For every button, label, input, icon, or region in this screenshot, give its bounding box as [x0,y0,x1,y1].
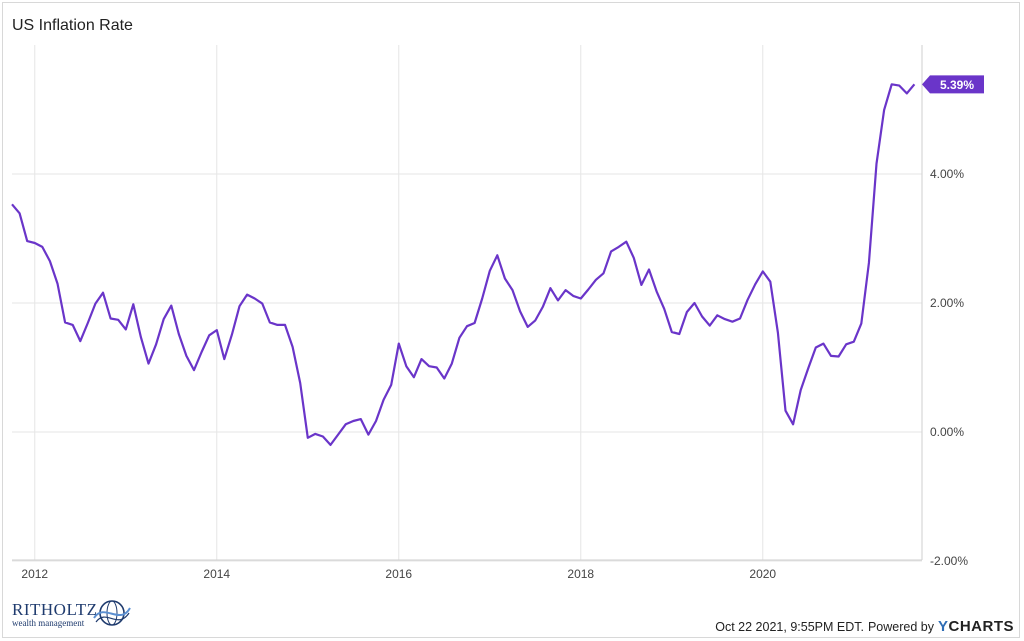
globe-swirl-icon [93,600,131,626]
axes [12,45,923,561]
footer-credit: Oct 22 2021, 9:55PM EDT. Powered by YCHA… [715,618,1014,635]
last-value-label: 5.39% [940,78,974,92]
ycharts-logo-text: CHARTS [948,618,1014,635]
ritholtz-logo: RITHOLTZ wealth management [12,600,131,628]
timestamp: Oct 22 2021, 9:55PM EDT. [715,619,864,634]
y-tick-label: -2.00% [930,554,968,568]
logo-name: RITHOLTZ [12,600,98,619]
logo-subtitle: wealth management [12,618,85,628]
x-tick-label: 2016 [385,567,412,581]
series-line [11,83,916,446]
last-value-badge-shape [922,75,984,94]
y-tick-label: 0.00% [930,425,964,439]
y-tick-label: 4.00% [930,167,964,181]
x-tick-label: 2018 [567,567,594,581]
x-tick-label: 2012 [21,567,48,581]
series-group [11,83,916,446]
gridlines [12,45,922,562]
y-tick-label: 2.00% [930,296,964,310]
x-tick-label: 2014 [203,567,230,581]
powered-by-label: Powered by [867,619,934,634]
x-tick-label: 2020 [749,567,776,581]
chart-title: US Inflation Rate [12,17,133,34]
tick-labels: -2.00% 0.00% 2.00% 4.00% 2012 2014 2016 2018 202… [21,167,968,581]
ycharts-logo-y: Y [937,618,949,635]
ycharts-logo: YCHARTS [938,618,1014,635]
last-value-badge: 5.39% [922,75,984,94]
